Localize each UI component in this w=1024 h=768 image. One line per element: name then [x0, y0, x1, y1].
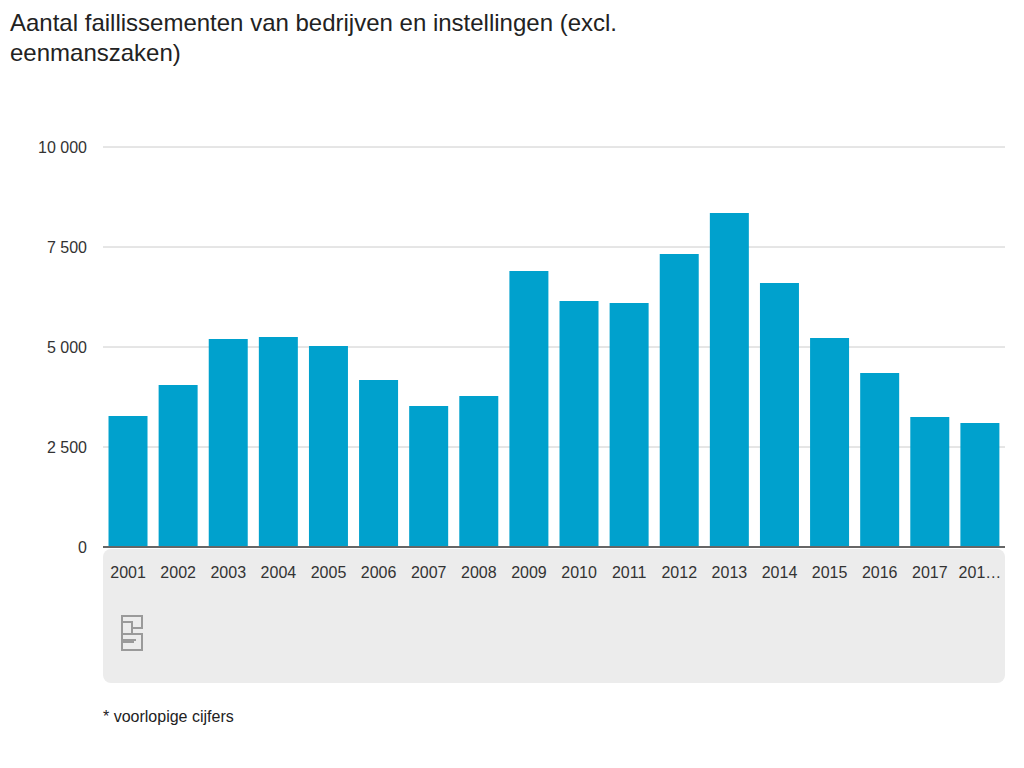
svg-text:2011: 2011 — [612, 564, 647, 581]
svg-text:2009: 2009 — [511, 564, 547, 581]
svg-text:201…: 201… — [959, 564, 1002, 581]
svg-text:2013: 2013 — [712, 564, 748, 581]
svg-text:10 000: 10 000 — [38, 139, 87, 156]
svg-text:2007: 2007 — [411, 564, 447, 581]
svg-text:0: 0 — [78, 539, 87, 556]
svg-text:2012: 2012 — [661, 564, 697, 581]
svg-text:2002: 2002 — [160, 564, 196, 581]
svg-text:2001: 2001 — [110, 564, 146, 581]
svg-text:2016: 2016 — [862, 564, 898, 581]
svg-text:2015: 2015 — [812, 564, 848, 581]
svg-text:2005: 2005 — [311, 564, 347, 581]
html-text:Aantal faillissementen van bed: Aantal faillissementen van bedrijven en … — [10, 9, 617, 66]
svg-text:2006: 2006 — [361, 564, 397, 581]
svg-text:7 500: 7 500 — [47, 239, 87, 256]
svg-text:2008: 2008 — [461, 564, 497, 581]
svg-text:2003: 2003 — [210, 564, 246, 581]
svg-text:2014: 2014 — [762, 564, 798, 581]
svg-text:2017: 2017 — [912, 564, 948, 581]
svg-text:5 000: 5 000 — [47, 339, 87, 356]
html-text:* voorlopige cijfers: * voorlopige cijfers — [103, 708, 234, 725]
svg-text:2010: 2010 — [561, 564, 597, 581]
svg-text:2 500: 2 500 — [47, 439, 87, 456]
svg-text:2004: 2004 — [261, 564, 297, 581]
